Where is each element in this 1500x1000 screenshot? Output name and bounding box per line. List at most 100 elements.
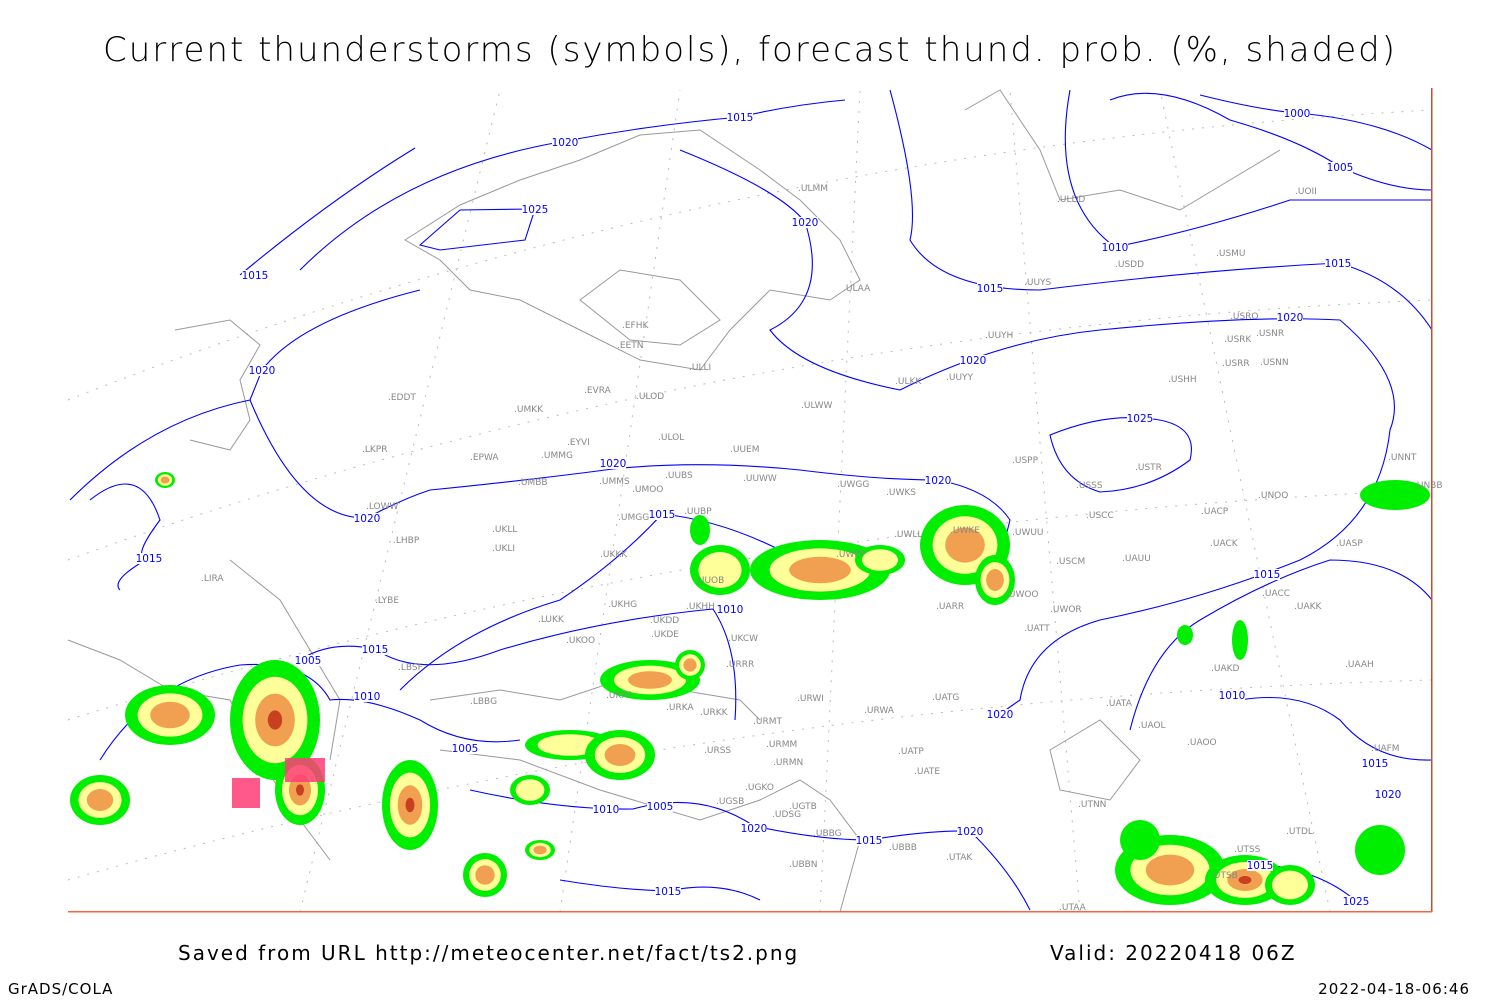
station-label: .ULOL — [658, 433, 684, 443]
isobar-label: 1015 — [136, 553, 163, 565]
isobar-label-background — [856, 835, 882, 846]
station-label: .URMN — [773, 758, 803, 768]
isobar-label-background — [452, 743, 478, 754]
station-label: .UAAH — [1345, 660, 1374, 670]
station-label: .LIRA — [201, 574, 224, 584]
station-label: .LUKK — [538, 615, 565, 625]
station-label: .UASP — [1336, 539, 1363, 549]
thunderstorm-probability-area — [789, 556, 851, 584]
station-label: .UKHG — [608, 600, 637, 610]
isobar-label-background — [1277, 312, 1303, 323]
isobar-label: 1020 — [249, 365, 276, 377]
thunderstorm-probability-area — [604, 744, 636, 766]
station-label: .USCM — [1056, 557, 1085, 567]
isobar-label-background — [249, 365, 275, 376]
thunderstorm-probability-area — [698, 552, 742, 588]
station-label: .ULDD — [1057, 195, 1085, 205]
station-label: .EVRA — [584, 386, 612, 396]
isobar-label-background — [1325, 258, 1351, 269]
station-label: .UAKK — [1294, 602, 1323, 612]
isobar-label-background — [354, 513, 380, 524]
station-label: .LBBG — [470, 697, 497, 707]
station-label: .UGKO — [745, 783, 774, 793]
isobar-label: 1015 — [856, 835, 883, 847]
thunderstorm-probability-area — [862, 549, 898, 571]
isobar-label-background — [136, 553, 162, 564]
isobar-label: 1010 — [593, 804, 620, 816]
station-label: .UWOR — [1050, 605, 1082, 615]
station-label: .UWKS — [886, 488, 916, 498]
isobar-label: 1025 — [1343, 896, 1370, 908]
station-label: .UUBP — [684, 507, 712, 517]
station-label: .URRR — [726, 660, 754, 670]
station-label: .URKK — [700, 708, 729, 718]
thunderstorm-probability-area — [986, 569, 1004, 591]
isobar-label: 1015 — [362, 644, 389, 656]
station-label: .UUBS — [665, 471, 693, 481]
isobar-label: 1015 — [1254, 569, 1281, 581]
station-label: .UMGG — [618, 513, 649, 523]
station-label: .UWKE — [950, 526, 980, 536]
thunderstorm-probability-area — [150, 701, 190, 729]
thunderstorm-probability-area — [1177, 625, 1193, 645]
station-label: .ULKK — [895, 377, 922, 387]
station-label: .URKA — [666, 703, 694, 713]
station-label: .LHBP — [393, 536, 420, 546]
station-label: .EDDT — [388, 393, 416, 403]
isobar-label: 1005 — [1327, 162, 1354, 174]
thunderstorm-probability-area — [1120, 820, 1160, 860]
thunderstorm-probability-area — [86, 789, 114, 811]
station-label: .UTNN — [1078, 800, 1106, 810]
station-label: .UATG — [932, 693, 959, 703]
isobar-label-background — [977, 283, 1003, 294]
station-label: .UNOO — [1258, 491, 1288, 501]
isobar-label: 1025 — [1127, 413, 1154, 425]
isobar-label-background — [655, 886, 681, 897]
station-label: .UKOO — [566, 636, 595, 646]
isobar-label-background — [522, 204, 548, 215]
isobar-label-background — [1284, 108, 1310, 119]
station-label: .UATE — [914, 767, 940, 777]
thunderstorm-probability-area — [160, 476, 170, 484]
station-label: .USNR — [1256, 329, 1284, 339]
station-label: .USNN — [1260, 358, 1289, 368]
station-label: .USSS — [1076, 481, 1103, 491]
isobar-label: 1020 — [552, 137, 579, 149]
isobar-label: 1010 — [1219, 690, 1246, 702]
thunderstorm-probability-area — [1360, 480, 1430, 510]
thunderstorm-probability-area — [515, 779, 545, 801]
station-label: .URSS — [704, 746, 731, 756]
station-label: .LYBE — [375, 596, 399, 606]
station-label: .UAKD — [1211, 664, 1240, 674]
isobar-labels: 1020 1015 1025 1015 1020 1020 1000 1005 1010 1015… — [136, 108, 1401, 908]
source-url-text: Saved from URL http://meteocenter.net/fa… — [178, 941, 800, 965]
graticule — [67, 89, 1433, 913]
station-label: .UATP — [898, 747, 924, 757]
station-label: .UGSB — [716, 797, 744, 807]
station-label: .UMMG — [541, 451, 573, 461]
station-label: .UUEM — [730, 445, 760, 455]
station-label: .UBBN — [789, 860, 818, 870]
station-label: .UWUU — [1012, 528, 1044, 538]
isobar-label-background — [1127, 413, 1153, 424]
station-label: .EPWA — [470, 453, 499, 463]
thunderstorm-symbols — [232, 758, 325, 808]
station-label: .UUYH — [985, 331, 1013, 341]
station-label: .ULMM — [798, 184, 828, 194]
isobar-label-background — [295, 655, 321, 666]
isobar-label-background — [957, 826, 983, 837]
isobar-label: 1020 — [741, 823, 768, 835]
isobar-label: 1020 — [600, 458, 627, 470]
isobar-label: 1015 — [649, 509, 676, 521]
thunderstorm-probability-area — [1232, 620, 1248, 660]
thunderstorm-probability-shading — [70, 472, 1430, 905]
station-label: .UWPP — [836, 550, 866, 560]
station-label: .UNNT — [1388, 453, 1417, 463]
isobar-label-background — [727, 112, 753, 123]
station-label: .ULAA — [843, 284, 871, 294]
station-label: .EYVI — [567, 438, 590, 448]
station-label: .UWGG — [837, 480, 869, 490]
station-label: .USPP — [1012, 456, 1039, 466]
isobar-label: 1015 — [977, 283, 1004, 295]
generated-timestamp: 2022-04-18-06:46 — [1318, 980, 1470, 998]
